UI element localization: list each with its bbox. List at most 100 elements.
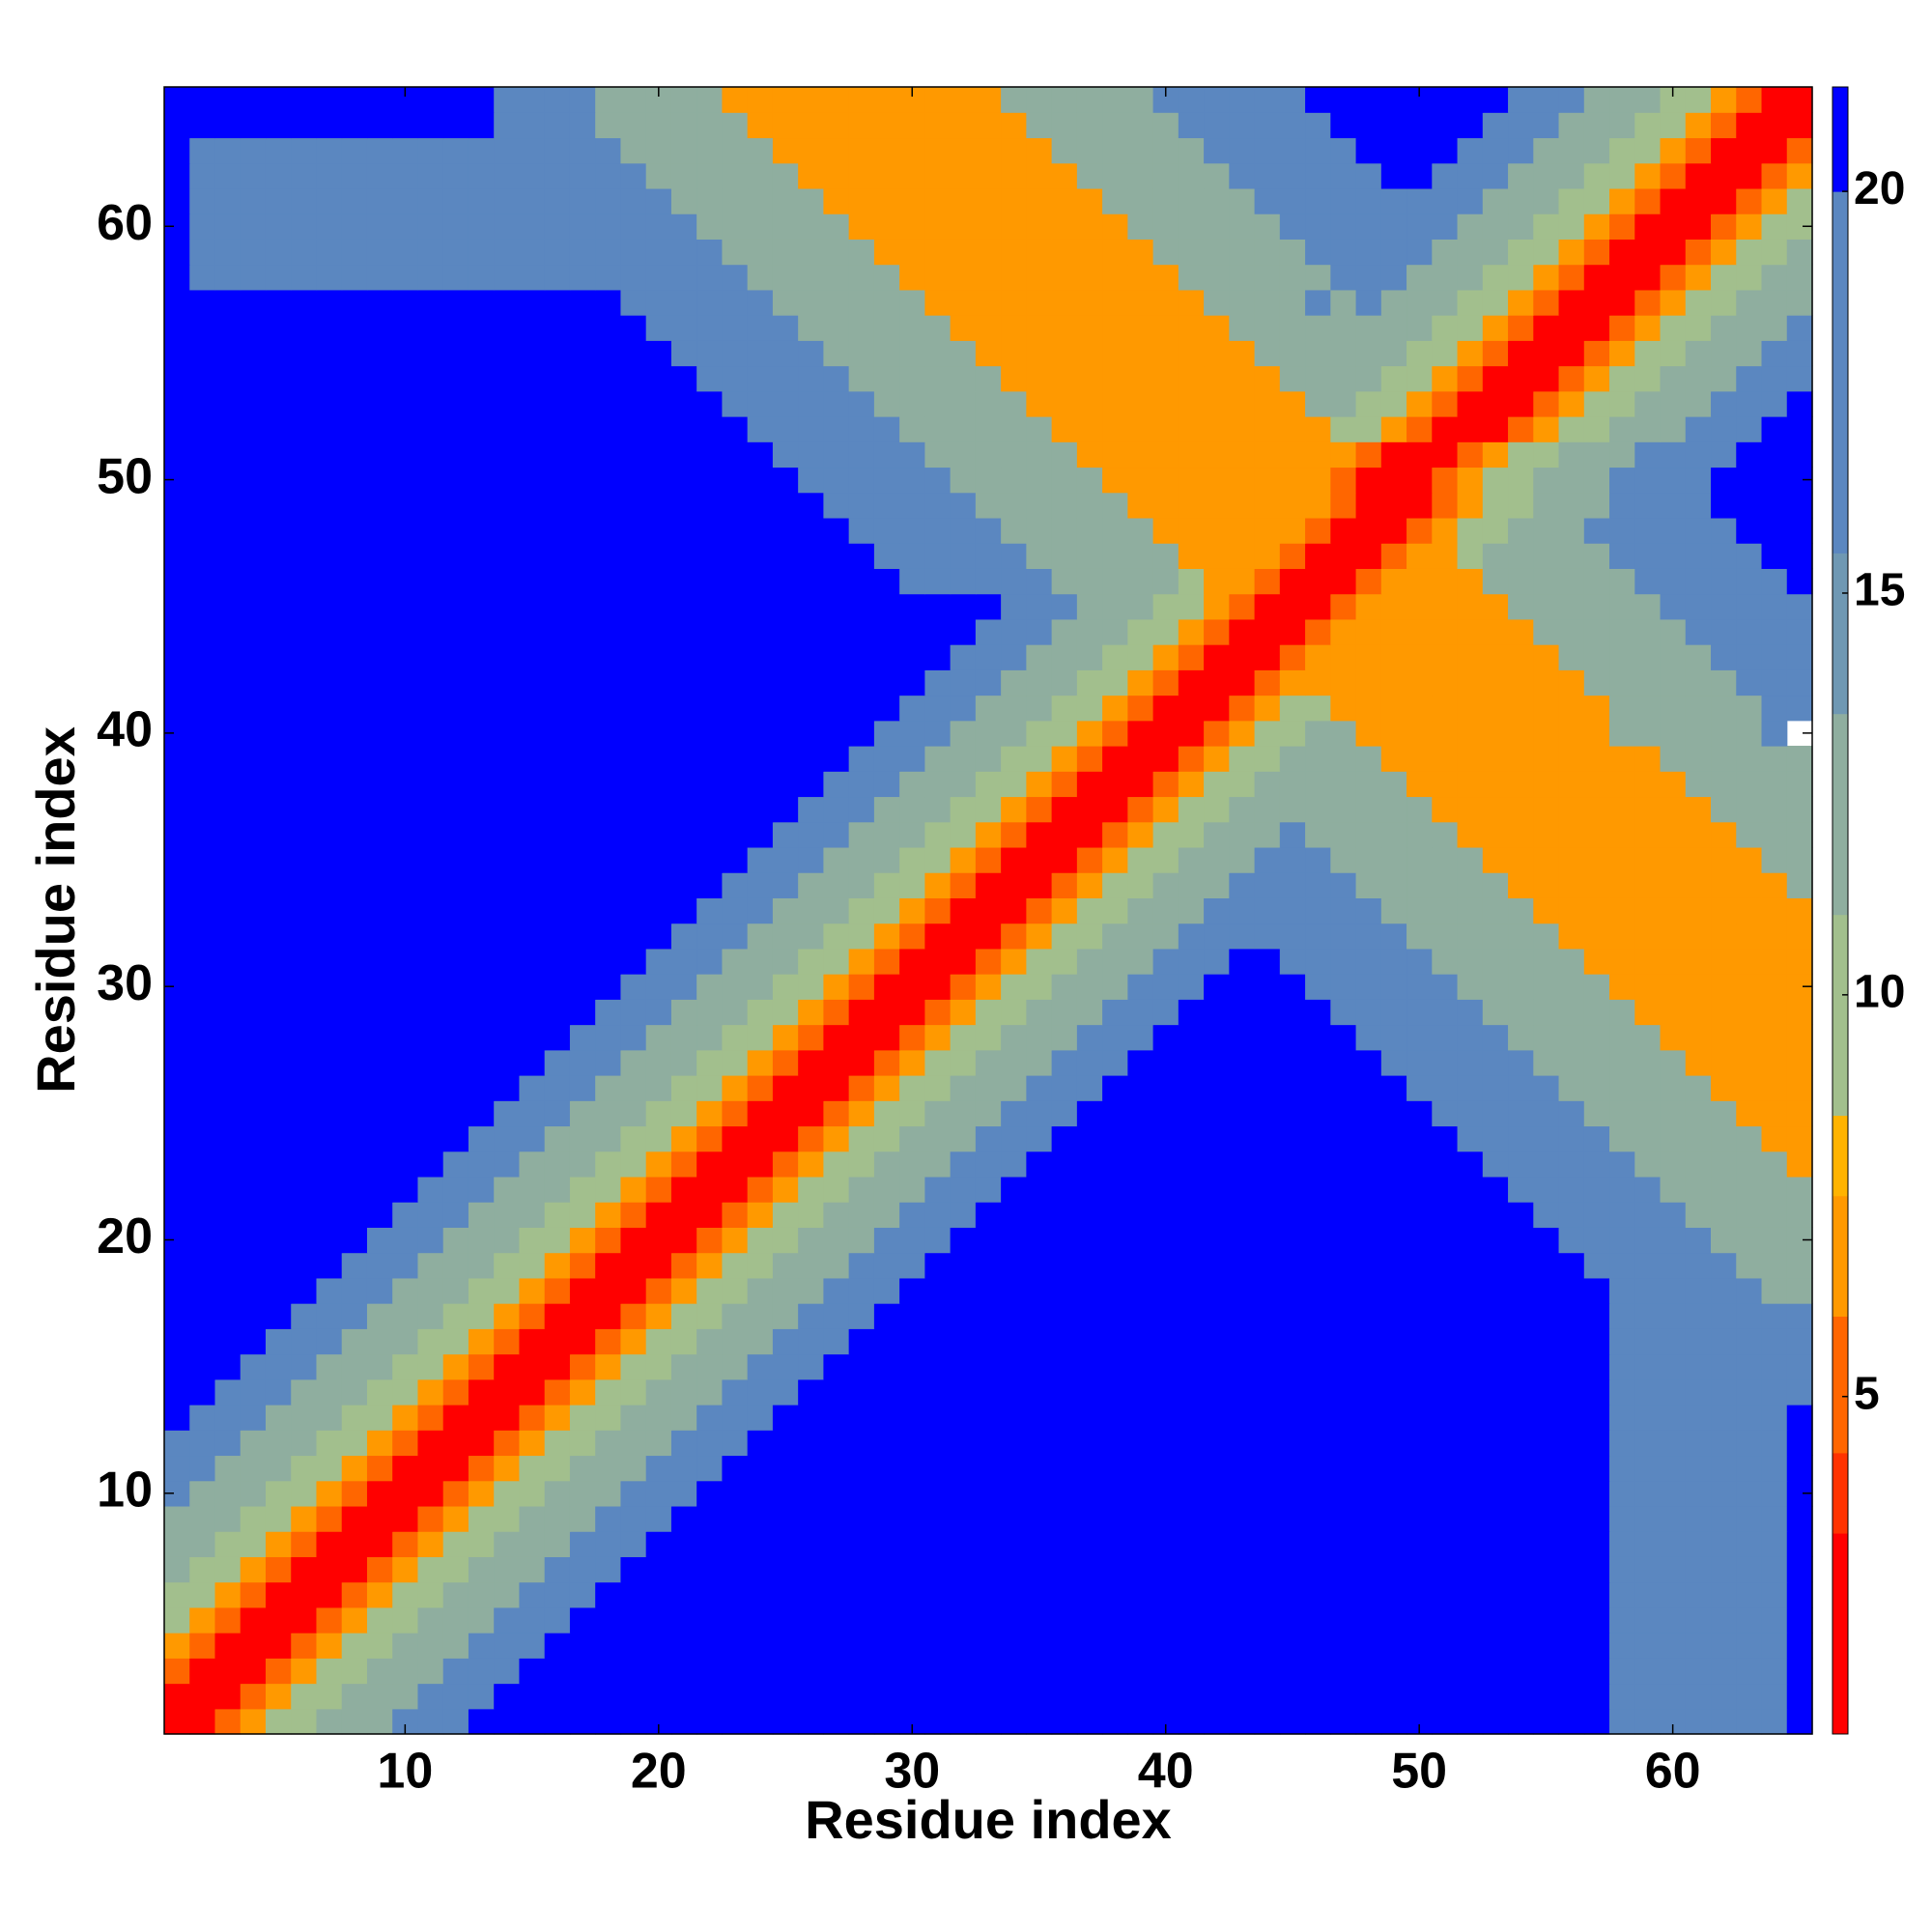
heatmap-cell — [747, 1505, 774, 1532]
heatmap-cell — [1482, 846, 1509, 873]
heatmap-cell — [747, 1708, 774, 1735]
heatmap-cell — [620, 1556, 647, 1583]
heatmap-cell — [519, 669, 546, 696]
heatmap-cell — [341, 618, 368, 645]
heatmap-cell — [1178, 1024, 1205, 1051]
heatmap-cell — [1279, 1581, 1306, 1608]
heatmap-cell — [1026, 1227, 1053, 1254]
heatmap-cell — [214, 289, 242, 316]
heatmap-cell — [214, 1328, 242, 1355]
heatmap-cell — [747, 1303, 774, 1329]
heatmap-cell — [670, 846, 697, 873]
heatmap-cell — [950, 1328, 977, 1355]
heatmap-cell — [1457, 1658, 1484, 1685]
heatmap-cell — [1355, 821, 1382, 848]
heatmap-cell — [1583, 365, 1610, 392]
heatmap-cell — [468, 467, 495, 494]
heatmap-cell — [1229, 1151, 1256, 1178]
heatmap-cell — [1279, 695, 1306, 722]
heatmap-cell — [1026, 1075, 1053, 1101]
heatmap-cell — [1152, 746, 1179, 772]
heatmap-cell — [823, 746, 850, 772]
heatmap-cell — [1102, 1353, 1128, 1380]
heatmap-cell — [823, 1100, 850, 1127]
heatmap-cell — [747, 1202, 774, 1228]
heatmap-cell — [1127, 771, 1154, 798]
heatmap-cell — [1204, 821, 1230, 848]
heatmap-cell — [772, 771, 799, 798]
heatmap-cell — [645, 746, 672, 772]
heatmap-cell — [848, 1378, 875, 1406]
heatmap-cell — [442, 974, 469, 1000]
heatmap-cell — [1178, 137, 1205, 164]
heatmap-cell — [1786, 365, 1813, 392]
heatmap-cell — [1330, 1303, 1357, 1329]
heatmap-cell — [1380, 467, 1407, 494]
heatmap-cell — [392, 467, 419, 494]
heatmap-cell — [1204, 492, 1230, 519]
heatmap-cell — [1305, 846, 1331, 873]
heatmap-cell — [975, 137, 1002, 164]
heatmap-cell — [1736, 1606, 1763, 1634]
heatmap-cell — [442, 517, 469, 544]
heatmap-cell — [1102, 1303, 1128, 1329]
heatmap-cell — [950, 289, 977, 316]
heatmap-cell — [1330, 1024, 1357, 1051]
heatmap-cell — [1634, 1531, 1662, 1557]
heatmap-cell — [595, 1378, 622, 1406]
heatmap-cell — [1583, 543, 1610, 569]
heatmap-cell — [873, 213, 900, 240]
heatmap-cell — [569, 239, 596, 266]
heatmap-cell — [696, 264, 724, 291]
heatmap-cell — [1001, 1606, 1027, 1634]
heatmap-cell — [1102, 492, 1128, 519]
heatmap-cell — [519, 1658, 546, 1685]
heatmap-cell — [975, 746, 1002, 772]
heatmap-cell — [1204, 162, 1230, 189]
heatmap-cell — [1786, 897, 1813, 924]
heatmap-cell — [1279, 1277, 1306, 1304]
heatmap-cell — [1432, 1556, 1459, 1583]
heatmap-cell — [1001, 1227, 1027, 1254]
heatmap-cell — [1406, 846, 1433, 873]
heatmap-cell — [1457, 239, 1484, 266]
heatmap-cell — [240, 1125, 267, 1152]
heatmap-cell — [1634, 112, 1662, 139]
heatmap-cell — [468, 897, 495, 924]
heatmap-cell — [1736, 1405, 1763, 1431]
heatmap-cell — [1482, 467, 1509, 494]
heatmap-cell — [772, 1202, 799, 1228]
heatmap-cell — [848, 1075, 875, 1101]
heatmap-cell — [1736, 213, 1763, 240]
heatmap-cell — [1761, 1581, 1788, 1608]
heatmap-cell — [1685, 974, 1712, 1000]
heatmap-cell — [1305, 365, 1331, 392]
heatmap-cell — [1508, 746, 1534, 772]
heatmap-cell — [214, 1125, 242, 1152]
heatmap-cell — [214, 416, 242, 442]
heatmap-cell — [494, 416, 521, 442]
heatmap-cell — [189, 264, 216, 291]
heatmap-cell — [1178, 416, 1205, 442]
heatmap-cell — [164, 1405, 190, 1431]
heatmap-cell — [1178, 1202, 1205, 1228]
heatmap-cell — [1204, 1531, 1230, 1557]
heatmap-cell — [1482, 1430, 1509, 1457]
heatmap-cell — [1001, 1075, 1027, 1101]
heatmap-cell — [1152, 1658, 1179, 1685]
heatmap-cell — [1076, 137, 1103, 164]
heatmap-cell — [1305, 137, 1331, 164]
heatmap-cell — [1026, 974, 1053, 1000]
heatmap-cell — [975, 1049, 1002, 1076]
heatmap-cell — [1786, 1353, 1813, 1380]
heatmap-cell — [645, 1151, 672, 1178]
heatmap-cell — [1178, 923, 1205, 950]
heatmap-cell — [1254, 720, 1281, 747]
heatmap-cell — [1761, 644, 1788, 670]
heatmap-cell — [747, 644, 774, 670]
heatmap-cell — [442, 112, 469, 139]
heatmap-cell — [1583, 416, 1610, 442]
heatmap-cell — [265, 974, 292, 1000]
heatmap-cell — [468, 846, 495, 873]
heatmap-cell — [1457, 1531, 1484, 1557]
